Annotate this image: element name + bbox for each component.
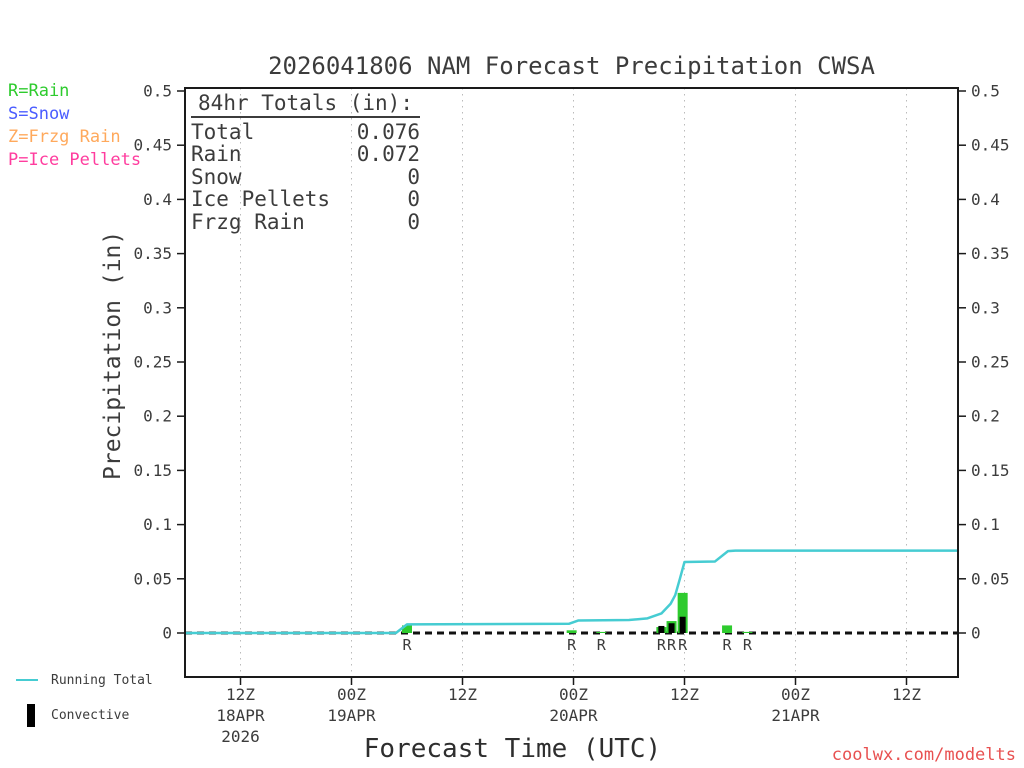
plot-frame (184, 87, 959, 678)
y-tick-label-left: 0.25 (133, 353, 172, 372)
running-total-label: Running Total (51, 672, 153, 688)
totals-row-frzg-rain: Frzg Rain 0 (191, 209, 420, 234)
rain-bar (596, 631, 607, 633)
totals-row-rain: Rain 0.072 (191, 142, 420, 167)
y-tick-label-right: 0.05 (971, 569, 1010, 588)
legend-rain-label: R=Rain (8, 81, 70, 101)
x-tick-label: 00Z (559, 685, 588, 704)
convective-bar (668, 623, 675, 633)
y-tick-label-right: 0 (971, 624, 981, 643)
y-tick-label-left: 0 (162, 624, 172, 643)
totals-value: 0.072 (356, 142, 420, 167)
y-tick-label-left: 0.2 (143, 407, 172, 426)
y-tick-label-right: 0.45 (971, 136, 1010, 155)
x-tick-label: 00Z (337, 685, 366, 704)
totals-value: 0.076 (356, 120, 420, 144)
y-tick-label-right: 0.25 (971, 353, 1010, 372)
precip-type-legend: R=Rain S=Snow Z=Frzg Rain P=Ice Pellets (8, 80, 141, 172)
y-tick-label-left: 0.3 (143, 298, 172, 317)
x-tick-date: 20APR (549, 706, 598, 725)
rain-marker: R (597, 636, 607, 654)
series-legend: Running Total Convective (16, 668, 153, 738)
y-tick-label-left: 0.15 (133, 461, 172, 480)
legend-ice-pellets-label: P=Ice Pellets (8, 150, 142, 170)
y-tick-label-left: 0.45 (133, 136, 172, 155)
totals-row-snow: Snow 0 (191, 164, 420, 189)
rain-marker: R (743, 636, 753, 654)
rain-bar (677, 592, 688, 633)
rain-marker: R (402, 636, 412, 654)
rain-marker: R (723, 636, 733, 654)
x-tick-label: 12Z (892, 685, 921, 704)
totals-label: Ice Pellets (191, 187, 331, 212)
x-tick-label: 12Z (448, 685, 477, 704)
legend-frzg-rain-label: Z=Frzg Rain (8, 127, 121, 147)
totals-label: Rain (191, 142, 242, 167)
rain-bar (722, 625, 733, 633)
totals-value: 0 (407, 164, 420, 189)
y-tick-label-right: 0.15 (971, 461, 1010, 480)
x-tick-date: 21APR (771, 706, 820, 725)
rain-marker: R (678, 636, 688, 654)
x-tick-label: 00Z (781, 685, 810, 704)
legend-running-total: Running Total (16, 668, 153, 692)
running-total-line (185, 549, 959, 635)
rain-bar (566, 630, 577, 633)
x-tick-date: 19APR (327, 706, 376, 725)
totals-value: 0 (407, 209, 420, 234)
convective-bar (679, 616, 686, 633)
rain-marker: R (667, 636, 677, 654)
x-tick-label: 12Z (670, 685, 699, 704)
totals-label: Total (191, 120, 255, 144)
y-tick-label-left: 0.1 (143, 515, 172, 534)
rain-bar (742, 631, 753, 633)
y-tick-label-right: 0.1 (971, 515, 1000, 534)
convective-bar (658, 625, 665, 633)
legend-snow-label: S=Snow (8, 104, 70, 124)
x-tick-date: 18APR (216, 706, 265, 725)
y-tick-label-right: 0.3 (971, 298, 1000, 317)
y-tick-label-right: 0.35 (971, 244, 1010, 263)
y-tick-label-left: 0.35 (133, 244, 172, 263)
page-title: 2026041806 NAM Forecast Precipitation CW… (268, 52, 875, 80)
rain-marker: R (657, 636, 667, 654)
x-tick-label: 12Z (226, 685, 255, 704)
x-tick-year: 2026 (221, 727, 260, 746)
totals-label: Snow (191, 164, 242, 189)
running-total-line-swatch (16, 679, 38, 681)
y-tick-label-right: 0.4 (971, 190, 1000, 209)
y-tick-label-left: 0.4 (143, 190, 172, 209)
rain-marker: R (567, 636, 577, 654)
rain-bar (402, 625, 412, 633)
totals-row-ice-pellets: Ice Pellets 0 (191, 187, 420, 212)
convective-label: Convective (51, 707, 130, 723)
watermark: coolwx.com/modelts (831, 745, 1016, 765)
totals-label: Frzg Rain (191, 209, 305, 234)
legend-convective: Convective (16, 703, 153, 727)
totals-box: 84hr Totals (in): Total 0.076 Rain 0.072… (191, 91, 420, 233)
y-tick-label-right: 0.2 (971, 407, 1000, 426)
y-tick-label-right: 0.5 (971, 82, 1000, 101)
x-axis-title: Forecast Time (UTC) (363, 734, 662, 764)
y-tick-label-left: 0.05 (133, 569, 172, 588)
totals-row-total: Total 0.076 (191, 120, 420, 144)
convective-bar-swatch (27, 703, 35, 727)
y-tick-label-left: 0.5 (143, 82, 172, 101)
totals-value: 0 (407, 187, 420, 212)
totals-header: 84hr Totals (in): (191, 91, 420, 118)
